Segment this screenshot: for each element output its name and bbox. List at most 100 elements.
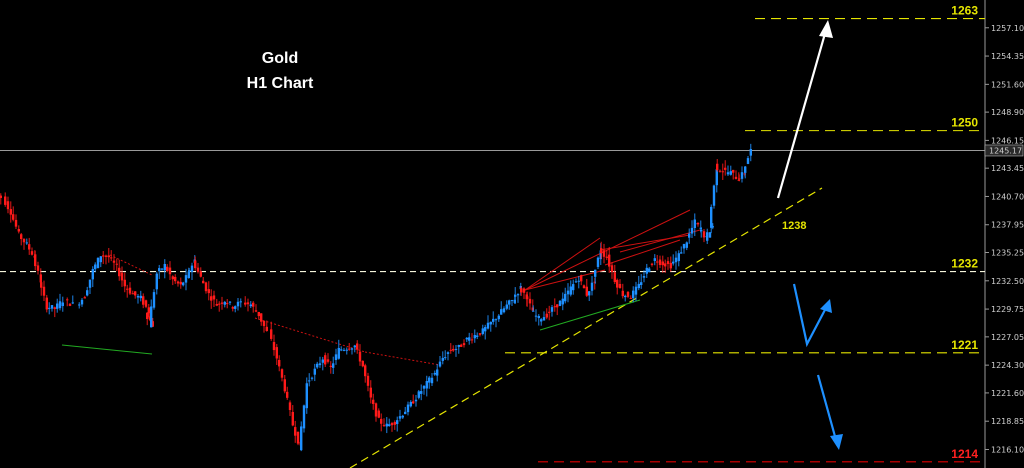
candle xyxy=(166,264,169,273)
candle xyxy=(486,315,490,330)
candle xyxy=(190,262,194,280)
level-label-1232: 1232 xyxy=(951,257,978,271)
y-tick-label: 1218.85 xyxy=(991,417,1024,426)
candle xyxy=(120,266,124,287)
candle xyxy=(61,296,64,312)
pattern-lines xyxy=(61,187,823,468)
candle xyxy=(716,159,719,172)
candle xyxy=(388,418,391,427)
candle xyxy=(86,286,89,297)
candle xyxy=(4,192,7,207)
candle xyxy=(372,393,375,410)
candle xyxy=(56,298,59,313)
candle xyxy=(438,355,442,368)
candle xyxy=(473,329,476,343)
candle xyxy=(283,374,286,394)
candle xyxy=(202,277,205,284)
candle xyxy=(20,232,23,246)
candle xyxy=(674,251,678,270)
y-axis-ticks: 1257.10 1254.35 1251.60 1248.90 1246.15 1243.… xyxy=(985,24,1024,454)
candle xyxy=(99,256,102,268)
candle xyxy=(534,309,538,322)
candle xyxy=(28,237,31,255)
candle xyxy=(505,300,508,311)
y-tick-label: 1221.60 xyxy=(991,389,1024,398)
candle xyxy=(0,193,3,205)
candle xyxy=(302,404,306,433)
trendline-annotation: 1238 xyxy=(782,220,806,232)
level-label-1263: 1263 xyxy=(951,4,978,18)
candle xyxy=(207,281,210,301)
candle xyxy=(326,353,330,364)
candle xyxy=(385,417,388,434)
candle xyxy=(382,418,386,427)
candle xyxy=(112,254,116,271)
y-tick-label: 1235.25 xyxy=(991,249,1024,258)
candle xyxy=(110,250,113,262)
candle xyxy=(420,384,423,401)
candle xyxy=(718,169,722,173)
candle xyxy=(53,306,56,318)
candle xyxy=(239,298,242,308)
candle xyxy=(677,250,680,267)
candle xyxy=(574,278,578,283)
candle xyxy=(626,291,630,299)
chart-subtitle: H1 Chart xyxy=(247,75,314,92)
candle xyxy=(155,271,158,295)
candle xyxy=(152,289,156,310)
candle xyxy=(179,277,182,289)
candle xyxy=(401,414,404,419)
candle xyxy=(393,420,396,430)
candle xyxy=(497,314,500,322)
candle xyxy=(236,298,240,311)
candle xyxy=(650,262,654,267)
y-tick-label: 1216.10 xyxy=(991,445,1024,454)
candle xyxy=(220,296,224,310)
candle xyxy=(36,261,40,275)
candle xyxy=(305,377,308,414)
candle xyxy=(685,241,688,251)
candle xyxy=(163,259,166,279)
candle xyxy=(661,255,664,273)
candle xyxy=(526,291,529,307)
candle xyxy=(244,296,247,307)
candle xyxy=(146,312,149,326)
candle xyxy=(340,346,343,352)
candle xyxy=(151,317,154,327)
candle xyxy=(262,320,266,333)
candle xyxy=(358,344,362,366)
candle xyxy=(286,386,289,400)
candle xyxy=(694,221,697,225)
y-tick-label: 1246.15 xyxy=(991,136,1024,145)
candle xyxy=(436,364,439,382)
rising-trendline xyxy=(349,187,823,468)
support-resistance-levels: 1263 1250 1232 1221 1214 xyxy=(0,4,985,463)
candle xyxy=(30,247,34,256)
candle xyxy=(428,376,431,389)
candle xyxy=(102,251,105,264)
candle xyxy=(746,155,750,165)
candle xyxy=(270,321,273,341)
candle xyxy=(6,196,10,214)
candle xyxy=(528,292,532,310)
candle xyxy=(492,311,495,325)
candle xyxy=(176,280,180,287)
candle xyxy=(58,293,62,311)
candle xyxy=(294,420,297,443)
candle xyxy=(582,284,586,289)
y-tick-label: 1232.50 xyxy=(991,277,1024,286)
chart-title: Gold xyxy=(262,50,298,67)
candle xyxy=(42,280,46,301)
candle xyxy=(569,280,572,297)
candle xyxy=(710,204,713,234)
candle xyxy=(422,385,426,395)
candle xyxy=(66,297,69,307)
candle xyxy=(613,264,616,284)
candle xyxy=(642,270,646,283)
red-fan-line-3 xyxy=(524,209,691,291)
candle xyxy=(744,166,747,179)
white-up-arrow xyxy=(776,20,833,199)
candle xyxy=(502,306,506,314)
